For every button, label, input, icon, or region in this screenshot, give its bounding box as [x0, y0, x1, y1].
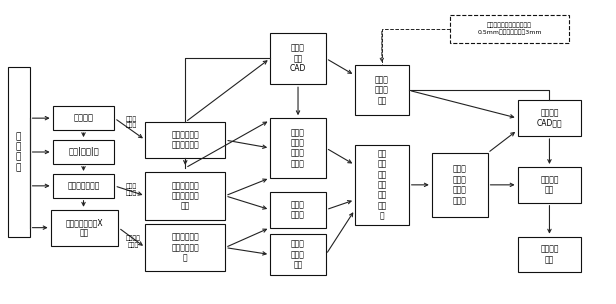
- Bar: [52, 140, 115, 164]
- Text: 桥体长
轴和虚
拟种植
替代体: 桥体长 轴和虚 拟种植 替代体: [291, 128, 305, 168]
- Text: 缺牙区及邻牙
三维表面数据: 缺牙区及邻牙 三维表面数据: [171, 130, 199, 150]
- Bar: [270, 192, 326, 228]
- Bar: [432, 153, 488, 217]
- Text: 缺失牙
桥体
CAD: 缺失牙 桥体 CAD: [290, 43, 306, 73]
- Bar: [517, 237, 582, 272]
- Bar: [145, 122, 225, 158]
- Bar: [355, 65, 409, 115]
- Text: 缺牙区牙槽嵴
颊舌面软组织
厚度: 缺牙区牙槽嵴 颊舌面软组织 厚度: [171, 181, 199, 211]
- Bar: [355, 145, 409, 225]
- Text: 长轴方向上外形高点绕银方
0.5mm以上的数据帽厚3mm: 长轴方向上外形高点绕银方 0.5mm以上的数据帽厚3mm: [477, 22, 542, 35]
- Text: 种
植
患
者: 种 植 患 者: [16, 132, 22, 172]
- Text: 探针直
尺测量: 探针直 尺测量: [126, 184, 137, 196]
- Bar: [450, 15, 569, 43]
- Bar: [145, 172, 225, 220]
- Text: 导板三维
打印: 导板三维 打印: [540, 175, 559, 195]
- Text: 种植导板
CAD模型: 种植导板 CAD模型: [537, 109, 562, 128]
- Bar: [270, 33, 326, 84]
- Text: 垂直骨高度和
近远中向骨长
度: 垂直骨高度和 近远中向骨长 度: [171, 233, 199, 262]
- Text: 硬质|牙合|垫: 硬质|牙合|垫: [68, 147, 99, 157]
- Text: 探测软组织厚度: 探测软组织厚度: [67, 181, 100, 190]
- Bar: [52, 174, 115, 198]
- Bar: [52, 106, 115, 130]
- Text: 曲面断层或根尖X
线片: 曲面断层或根尖X 线片: [66, 218, 103, 237]
- Bar: [51, 210, 118, 246]
- Text: 安全种
植空间: 安全种 植空间: [291, 200, 305, 219]
- Text: 模型三
维扫描: 模型三 维扫描: [126, 116, 137, 128]
- Bar: [270, 118, 326, 178]
- Text: 直尺测量
和换算: 直尺测量 和换算: [126, 236, 141, 248]
- Bar: [517, 167, 582, 203]
- Bar: [270, 234, 326, 275]
- Bar: [145, 224, 225, 271]
- Text: 设定安
全骨厚
度值: 设定安 全骨厚 度值: [291, 240, 305, 269]
- Text: 种植导
板固位
部分: 种植导 板固位 部分: [375, 75, 389, 105]
- Text: 石膏模型: 石膏模型: [73, 114, 94, 123]
- Bar: [517, 100, 582, 136]
- Text: 约束种
植牙钻
的圆柱
形管道: 约束种 植牙钻 的圆柱 形管道: [453, 165, 466, 205]
- Text: 导板加工
完成: 导板加工 完成: [540, 245, 559, 264]
- Bar: [7, 67, 30, 237]
- Text: 调整
替代
体的
轴倾
度和
转矩
角: 调整 替代 体的 轴倾 度和 转矩 角: [377, 149, 386, 220]
